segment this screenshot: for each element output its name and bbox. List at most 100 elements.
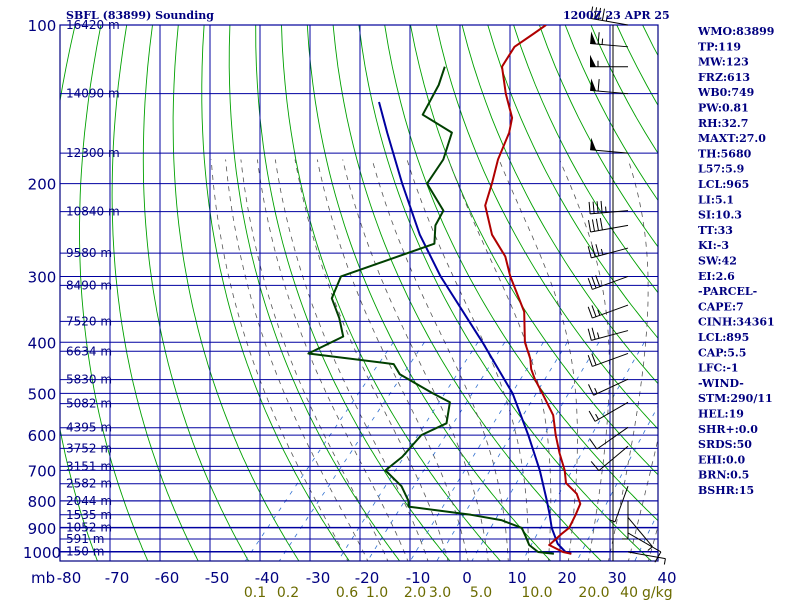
height-level-label: 2582 m xyxy=(66,477,112,491)
wind-barb-staff xyxy=(596,426,629,450)
height-level-label: 8490 m xyxy=(66,278,112,292)
sounding-index-value: STM:290/11 xyxy=(698,392,773,405)
wind-barb xyxy=(590,78,629,95)
wind-barb-feather xyxy=(597,32,600,45)
wind-barb xyxy=(588,401,629,422)
wind-barb-feather xyxy=(588,384,595,396)
wind-barb xyxy=(587,327,629,341)
wind-barb-staff xyxy=(590,17,629,26)
wind-barb-feather xyxy=(590,6,594,19)
wind-barb xyxy=(627,551,666,565)
sounding-index-value: EHI:0.0 xyxy=(698,453,745,466)
sounding-index-value: L57:5.9 xyxy=(698,163,744,176)
wind-barb-feather xyxy=(596,201,599,214)
dry-adiabat-line xyxy=(487,25,658,339)
temperature-profile-line xyxy=(484,25,582,555)
dry-adiabat-line xyxy=(384,25,658,522)
dry-adiabat-line xyxy=(461,25,658,385)
moist-adiabat-line xyxy=(406,159,529,561)
sounding-index-value: MAXT:27.0 xyxy=(698,132,766,145)
moist-adiabat-line xyxy=(316,159,469,561)
wind-barb-feather xyxy=(601,8,605,21)
sounding-index-value: TT:33 xyxy=(698,224,733,237)
wind-barb xyxy=(588,200,629,215)
sounding-index-value: SHR+:0.0 xyxy=(698,423,758,436)
temperature-tick-label: -40 xyxy=(255,569,280,587)
mixing-ratio-line xyxy=(576,405,658,561)
wind-barb-pennant xyxy=(590,31,597,44)
wind-barb-staff xyxy=(591,330,629,341)
wind-barb-feather xyxy=(591,305,597,317)
height-level-label: 6634 m xyxy=(66,344,112,358)
sounding-index-value: CINH:34361 xyxy=(698,316,775,329)
wind-barb-feather xyxy=(591,245,596,257)
wind-barb-feather xyxy=(587,277,593,290)
sounding-index-value: MW:123 xyxy=(698,56,749,69)
mixing-ratio-label: 40 xyxy=(620,585,638,600)
mixing-ratio-unit: g/kg xyxy=(642,585,673,600)
height-level-label: 7520 m xyxy=(66,314,112,328)
wind-barb-staff xyxy=(590,89,629,95)
temperature-tick-label: -20 xyxy=(355,569,380,587)
pressure-tick-label: 800 xyxy=(28,493,57,511)
moist-adiabat-line xyxy=(559,159,610,561)
pressure-tick-label: 500 xyxy=(28,385,57,403)
temperature-tick-label: -50 xyxy=(205,569,230,587)
pressure-tick-label: 300 xyxy=(28,268,57,286)
wind-barb-column xyxy=(587,6,666,565)
wind-barb-feather xyxy=(609,519,616,523)
sounding-index-value: FRZ:613 xyxy=(698,71,750,84)
height-level-label: 150 m xyxy=(66,545,104,559)
sounding-index-value: BSHR:15 xyxy=(698,484,754,497)
wind-barb-feather xyxy=(588,220,592,233)
height-level-label: 3752 m xyxy=(66,441,112,455)
sounding-index-value: SW:42 xyxy=(698,255,737,268)
wind-barb-feather xyxy=(597,309,601,316)
temperature-tick-label: -10 xyxy=(406,569,431,587)
dry-adiabat-line xyxy=(172,25,300,561)
sounding-index-value: TP:119 xyxy=(698,40,741,53)
mixing-ratio-line xyxy=(367,342,506,561)
wind-barb-feather xyxy=(647,546,653,551)
dry-adiabat-line xyxy=(410,25,658,476)
mixing-ratio-label: 0.1 xyxy=(244,585,266,600)
wind-barb-feather xyxy=(591,327,596,340)
station-title: SBFL (83899) Sounding xyxy=(66,9,214,22)
wind-barb xyxy=(587,304,629,319)
moist-adiabat-line xyxy=(608,159,649,561)
wind-barb-feather xyxy=(590,461,600,471)
sounding-index-value: -PARCEL- xyxy=(698,285,757,298)
dry-adiabat-line xyxy=(332,25,602,561)
moist-adiabat-line xyxy=(448,159,552,561)
sounding-profiles xyxy=(307,25,582,555)
sounding-index-value: LFC:-1 xyxy=(698,362,739,375)
pressure-tick-label: 600 xyxy=(28,427,57,445)
wind-barb-feather xyxy=(605,206,607,213)
sounding-index-value: LCL:895 xyxy=(698,331,749,344)
pressure-temperature-grid xyxy=(59,24,659,562)
temperature-tick-label: -30 xyxy=(306,569,331,587)
wind-barb-feather xyxy=(597,7,602,20)
wind-barb-staff xyxy=(591,247,629,259)
moist-adiabat-line xyxy=(225,159,369,561)
sounding-index-value: SI:10.3 xyxy=(698,209,742,222)
height-level-label: 9580 m xyxy=(66,246,112,260)
temperature-tick-label: -70 xyxy=(105,569,130,587)
wind-barb xyxy=(590,137,629,154)
pressure-tick-label: 400 xyxy=(28,334,57,352)
wind-barb-pennant xyxy=(590,78,597,91)
sounding-indices-panel: WMO:83899 TP:119 MW:123 FRZ:613 WB0:749 PW:0.… xyxy=(697,25,775,497)
wind-barb-feather xyxy=(588,410,596,422)
mixing-ratio-label: 2.0 xyxy=(404,585,426,600)
dry-adiabat-line xyxy=(513,25,658,294)
wind-barb-feather xyxy=(591,276,597,289)
mixing-ratio-label: 3.0 xyxy=(429,585,451,600)
wind-barb-feather xyxy=(587,246,592,259)
wind-barb-staff xyxy=(590,43,629,48)
wind-barb xyxy=(609,485,629,523)
sounding-index-value: -WIND- xyxy=(698,377,744,390)
sounding-index-value: CAP:5.5 xyxy=(698,346,746,359)
sounding-index-value: LCL:965 xyxy=(698,178,749,191)
wind-barb-feather xyxy=(597,79,600,92)
